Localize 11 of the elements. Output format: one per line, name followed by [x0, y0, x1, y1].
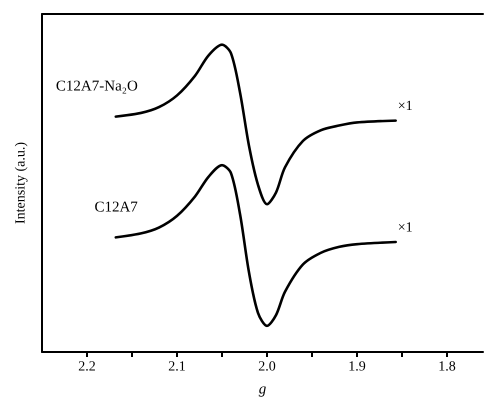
x-tick-label: 1.9 — [348, 360, 366, 374]
annotation: ×1 — [398, 220, 413, 236]
annotation: ×1 — [398, 99, 413, 114]
x-tick-label: 2.2 — [78, 360, 96, 374]
y-axis-title: Intensity (a.u.) — [14, 142, 28, 224]
x-tick-label: 2.1 — [168, 360, 186, 374]
x-axis-title: g — [258, 382, 267, 398]
x-tick-label: 1.8 — [438, 360, 456, 374]
series-label: C12A7 — [94, 199, 138, 216]
text: 2.0 — [258, 360, 276, 374]
series-label: C12A7-Na₂O — [56, 78, 138, 95]
